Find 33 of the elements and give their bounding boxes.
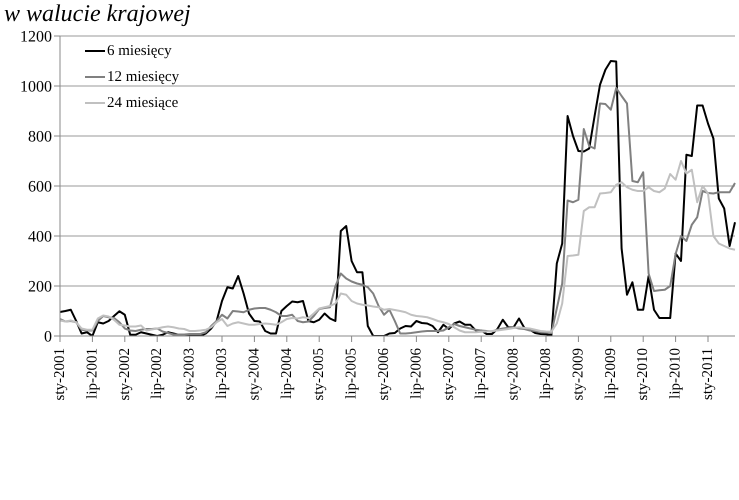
x-tick-label: sty-2010 <box>635 348 652 400</box>
x-tick-label: lip-2005 <box>344 348 360 399</box>
x-tick-label: sty-2005 <box>311 348 328 400</box>
x-tick-label: sty-2004 <box>246 348 262 400</box>
x-tick-label: sty-2007 <box>440 348 457 400</box>
x-tick-label: lip-2006 <box>408 348 424 399</box>
x-tick-label: sty-2009 <box>570 348 586 400</box>
x-tick-label: lip-2001 <box>84 348 100 399</box>
y-tick-label: 600 <box>28 178 52 196</box>
x-tick-label: lip-2004 <box>278 348 295 399</box>
y-tick-label: 1000 <box>20 78 52 96</box>
y-tick-label: 1200 <box>20 28 52 46</box>
y-tick-label: 200 <box>28 278 52 296</box>
x-tick-label: sty-2002 <box>116 348 133 400</box>
x-tick-label: sty-2008 <box>506 348 522 400</box>
x-tick-label: sty-2011 <box>700 348 716 400</box>
legend-label: 24 miesiące <box>107 94 178 113</box>
x-tick-label: lip-2010 <box>668 348 684 399</box>
x-tick-label: sty-2001 <box>52 348 68 400</box>
x-tick-label: lip-2009 <box>602 348 619 399</box>
y-tick-label: 0 <box>44 328 52 346</box>
y-tick-label: 800 <box>28 128 52 146</box>
y-tick-label: 400 <box>28 228 52 246</box>
legend-label: 6 miesięcy <box>107 42 172 61</box>
x-tick-label: lip-2002 <box>149 348 166 399</box>
x-tick-label: sty-2006 <box>376 348 392 400</box>
chart-title: w walucie krajowej <box>4 0 191 28</box>
line-series <box>59 160 736 334</box>
x-tick-label: sty-2003 <box>182 348 198 400</box>
legend-label: 12 miesięcy <box>107 68 180 87</box>
x-tick-label: lip-2007 <box>473 348 490 399</box>
x-tick-label: lip-2008 <box>538 348 554 399</box>
x-tick-label: lip-2003 <box>214 348 230 399</box>
